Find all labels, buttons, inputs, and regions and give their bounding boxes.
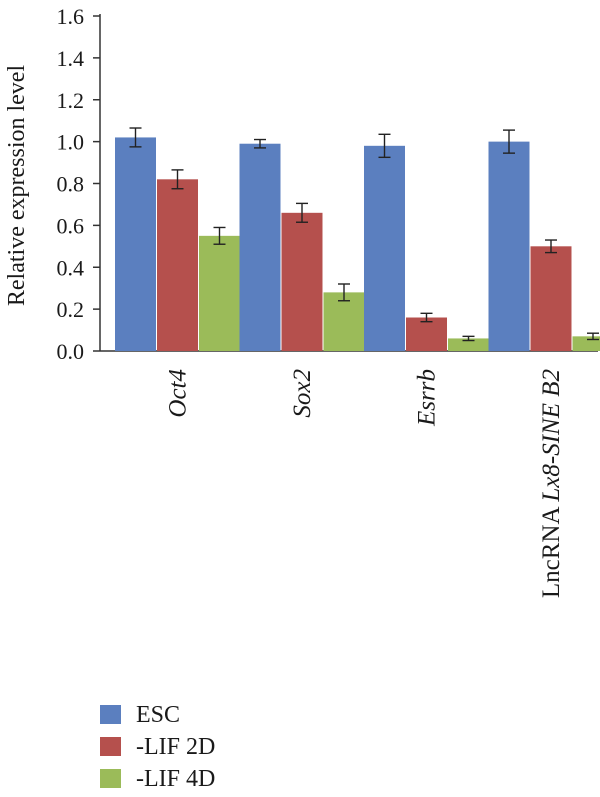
bar-lif-2d-sox2 xyxy=(281,212,323,351)
legend-item-esc: ESC xyxy=(100,700,300,732)
bar-esc-sox2 xyxy=(239,143,281,351)
legend-swatch-lif-4d xyxy=(100,769,121,788)
legend-item-lif-2d: -LIF 2D xyxy=(100,732,300,764)
bar-esc-esrrb xyxy=(364,145,405,351)
bar-lif-4d-lncrna-lx8-sine-b2 xyxy=(572,336,600,351)
bar-lif-2d-esrrb xyxy=(406,317,447,351)
legend-label-lif-2d: -LIF 2D xyxy=(136,734,216,760)
legend-label-esc: ESC xyxy=(136,702,181,728)
y-tick-label: 0.2 xyxy=(57,297,85,322)
y-tick-label: 1.4 xyxy=(57,46,85,71)
category-label-sox2: Sox2 xyxy=(289,369,316,418)
y-tick-label: 1.2 xyxy=(57,88,85,113)
legend-label-lif-4d: -LIF 4D xyxy=(136,766,216,792)
category-label-esrrb: Esrrb xyxy=(414,369,441,427)
bar-esc-oct4 xyxy=(115,137,156,351)
y-tick-label: 0.8 xyxy=(57,172,85,197)
bar-lif-4d-oct4 xyxy=(199,235,240,351)
bar-esc-lncrna-lx8-sine-b2 xyxy=(488,141,530,351)
bar-lif-4d-esrrb xyxy=(448,338,489,351)
y-tick-label: 0.6 xyxy=(57,213,85,238)
legend-item-lif-4d: -LIF 4D xyxy=(100,764,300,796)
category-label-oct4: Oct4 xyxy=(165,369,192,418)
bar-lif-4d-sox2 xyxy=(323,292,365,351)
y-tick-label: 1.0 xyxy=(57,130,85,155)
bar-lif-2d-lncrna-lx8-sine-b2 xyxy=(530,246,572,351)
bar-lif-2d-oct4 xyxy=(157,179,198,351)
y-tick-label: 1.6 xyxy=(57,4,85,29)
y-tick-label: 0.4 xyxy=(57,255,85,280)
legend-swatch-lif-2d xyxy=(100,737,121,756)
y-axis-title: Relative expression level xyxy=(4,65,30,307)
y-tick-label: 0.0 xyxy=(57,339,85,364)
legend-swatch-esc xyxy=(100,705,121,724)
category-label-lncrna-lx8-sine-b2: LncRNA Lx8-SINE B2 xyxy=(538,369,565,598)
bar-chart: 0.0 0.2 0.4 0.6 0.8 1.0 1.2 1.4 1.6 Relative expr… xyxy=(4,4,600,598)
legend: ESC -LIF 2D -LIF 4D xyxy=(100,700,300,796)
